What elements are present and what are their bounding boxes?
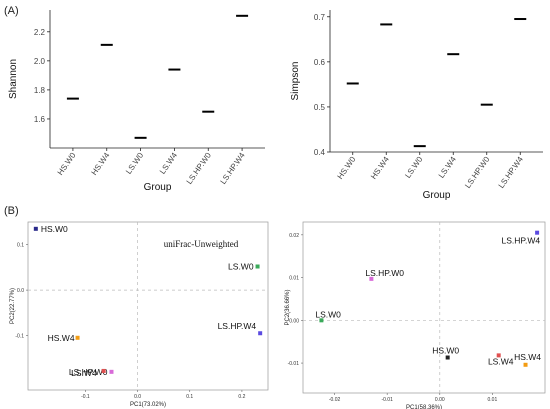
data-point (109, 369, 114, 374)
x-tick-label: 0.00 (435, 397, 445, 403)
y-axis-title: Simpson (290, 62, 301, 101)
data-point (445, 355, 450, 360)
y-tick-label: 0.6 (314, 58, 326, 67)
x-tick-label: 0.2 (238, 394, 245, 400)
x-tick-label: HS.W0 (56, 151, 78, 177)
chart-annotation: uniFrac-Unweighted (164, 239, 239, 249)
y-tick-label: 0.02 (289, 233, 299, 239)
point-label: LS.W4 (71, 368, 97, 378)
y-tick-label: 2.2 (34, 28, 46, 37)
x-tick-label: LS.HP.W0 (185, 151, 214, 186)
point-label: HS.W4 (514, 352, 541, 362)
x-tick-label: -0.01 (381, 397, 393, 403)
x-tick-label: HS.W4 (369, 155, 391, 181)
panel-label-b: (B) (4, 205, 19, 217)
data-point (523, 362, 528, 367)
y-tick-label: 0.0 (17, 288, 24, 294)
y-tick-label: 1.8 (34, 86, 46, 95)
x-tick-label: HS.W0 (335, 155, 357, 181)
x-tick-label: HS.W4 (89, 151, 111, 177)
y-tick-label: 0.1 (17, 243, 24, 249)
x-tick-label: LS.HP.W4 (219, 151, 248, 186)
y-tick-label: 0.00 (289, 318, 299, 324)
x-axis-title: Group (144, 182, 172, 193)
x-axis-title: PC1(58.36%) (406, 405, 442, 409)
data-point (535, 230, 540, 235)
point-label: LS.HP.W4 (502, 236, 541, 246)
x-tick-label: 0.1 (186, 394, 193, 400)
x-tick-label: LS.W0 (124, 151, 145, 176)
x-axis-title: PC1(73.02%) (130, 402, 166, 408)
x-tick-label: LS.W0 (403, 155, 424, 180)
data-point (369, 276, 374, 281)
simpson-chart: 0.4 0.5 0.6 0.7 HS.W0 HS.W4 LS.W0 LS.W4 LS.HP.W0… (290, 10, 543, 201)
y-tick-label: 0.7 (314, 13, 326, 22)
x-tick-label: 0.01 (488, 397, 498, 403)
x-axis-title: Group (423, 190, 451, 201)
point-label: HS.W0 (432, 346, 459, 356)
data-point (258, 331, 263, 336)
pcoa-unweighted-chart: -0.1 0.0 0.1 0.2 -0.1 0.0 0.1 HS.W0 LS.W0 LS.HP.W… (10, 221, 269, 408)
y-axis-title: Shannon (8, 59, 19, 99)
data-point (75, 335, 80, 340)
y-tick-label: 1.6 (34, 115, 46, 124)
point-label: LS.W0 (315, 309, 341, 319)
x-tick-label: LS.W4 (437, 155, 458, 180)
y-tick-label: 0.01 (289, 276, 299, 282)
point-label: LS.HP.W4 (218, 321, 257, 331)
data-point (496, 353, 501, 358)
data-point (319, 318, 324, 323)
data-point (101, 368, 106, 373)
point-label: HS.W0 (41, 224, 68, 234)
panel-label-a: (A) (4, 5, 19, 17)
y-tick-label: -0.01 (288, 361, 300, 367)
x-tick-label: -0.1 (81, 394, 90, 400)
y-tick-label: 0.5 (314, 103, 326, 112)
y-tick-label: -0.1 (15, 334, 24, 340)
plot-frame (27, 221, 269, 391)
point-label: HS.W4 (48, 333, 75, 343)
pcoa-second-chart: -0.02 -0.01 0.00 0.01 -0.01 0.00 0.01 0.02 LS.HP… (285, 221, 546, 409)
plot-frame (302, 221, 546, 394)
point-label: LS.W0 (228, 261, 254, 271)
point-label: LS.W4 (488, 356, 514, 366)
shannon-chart: 1.6 1.8 2.0 2.2 HS.W0 HS.W4 LS.W0 LS.W4 LS.HP.W0… (8, 10, 265, 193)
point-label: LS.HP.W0 (365, 268, 404, 278)
point-label: LS.HP.W0 (69, 367, 108, 377)
x-tick-label: LS.HP.W4 (497, 155, 526, 190)
y-tick-label: 0.4 (314, 148, 326, 157)
data-point (33, 226, 38, 231)
y-axis-title: PC2(22.77%) (10, 288, 16, 324)
data-point (255, 264, 260, 269)
y-tick-label: 2.0 (34, 57, 46, 66)
x-tick-label: -0.02 (329, 397, 341, 403)
y-axis-title: PC2(36.66%) (285, 289, 291, 325)
x-tick-label: LS.HP.W0 (463, 155, 492, 190)
x-tick-label: LS.W4 (158, 151, 179, 176)
x-tick-label: 0.0 (134, 394, 141, 400)
